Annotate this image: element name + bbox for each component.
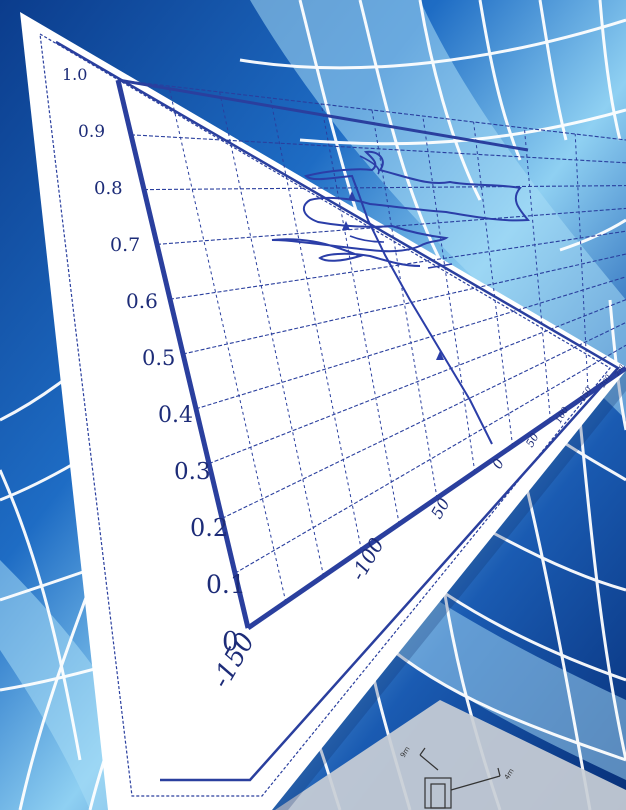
y-tick-label: 0.7 [110,234,140,256]
data-trace-arrow [342,221,350,230]
y-tick-label: 0.5 [142,346,175,370]
gridline-vertical [168,85,287,603]
y-tick-label: 0.8 [94,178,123,199]
gridline-vertical [320,103,400,525]
paper-dashed-border [39,33,611,797]
gridline-vertical [473,121,514,447]
data-trace-arrow [436,351,444,360]
gridline-horizontal [117,79,626,141]
data-trace-line [271,150,530,445]
data-trace-segment [427,263,453,269]
data-trace-segment [349,235,385,243]
x-tick-label: 50 [523,431,541,450]
y-tick-label: 0.3 [174,459,211,485]
y-tick-label: 0.9 [78,122,105,142]
gridline-horizontal [234,344,626,574]
y-tick-label: 0.6 [126,289,158,313]
gridline-vertical [574,133,589,395]
gridline-vertical [523,127,551,421]
y-tick-label: 0 [222,627,239,657]
chart-paper [20,12,626,810]
y-tick-label: 0.2 [190,514,228,542]
data-trace-segment [359,155,380,175]
y-tick-label: 0.1 [206,570,246,599]
inset-diagram: 9m 4m [275,700,626,810]
data-trace-arrow [348,191,356,200]
gridline-vertical [269,97,362,551]
y-tick-label: 0.4 [158,403,193,428]
gridline-horizontal [208,299,626,465]
chart-sheet: 00.10.20.30.40.50.60.70.80.91.0-150-1005… [20,12,626,810]
gridline-vertical [219,91,325,577]
y-tick-label: 1.0 [62,65,87,84]
gridline-horizontal [182,253,626,355]
chart-frame [55,40,620,782]
chart-grid [117,79,626,603]
chart-trace [271,150,530,445]
